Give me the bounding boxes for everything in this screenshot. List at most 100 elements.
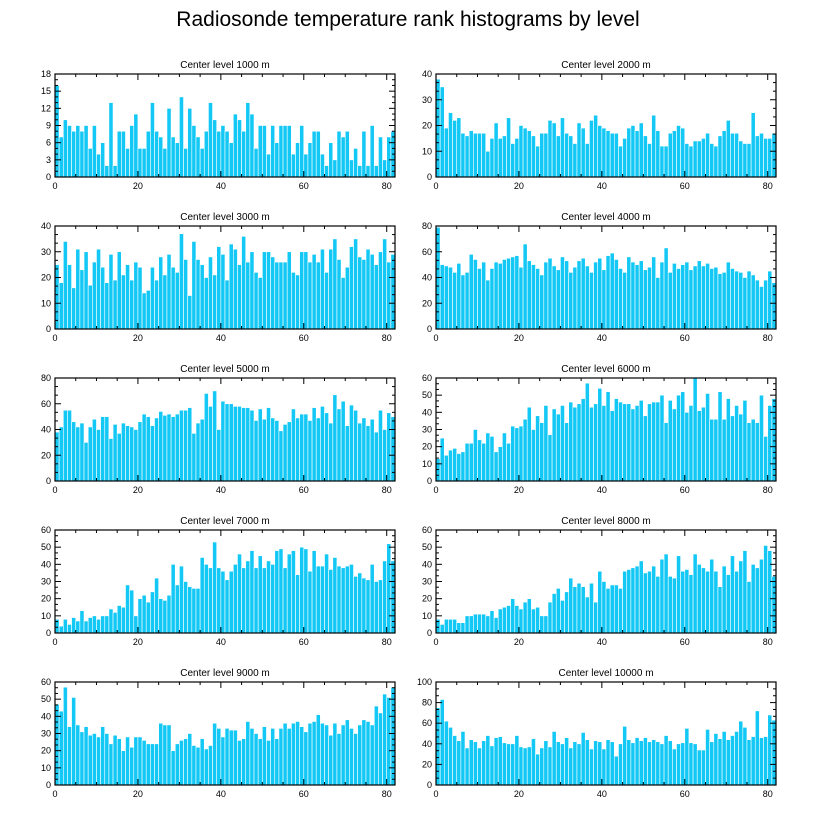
x-tick-label: 80	[382, 333, 392, 343]
histogram-bar	[713, 418, 719, 482]
histogram-bar	[746, 581, 752, 634]
histogram-bar	[245, 407, 251, 482]
histogram-bar	[303, 153, 309, 178]
y-tick-label: 10	[422, 146, 432, 156]
histogram-bar	[539, 747, 545, 786]
histogram-bar	[328, 422, 334, 482]
histogram-bar	[535, 606, 540, 634]
histogram-bar	[54, 431, 60, 482]
histogram-bar	[187, 108, 193, 178]
histogram-bar	[547, 434, 553, 482]
histogram-bar	[92, 418, 97, 482]
histogram-bar	[150, 425, 155, 482]
histogram-bar	[526, 746, 532, 786]
histogram-bar	[526, 406, 532, 482]
histogram-bar	[187, 295, 193, 330]
histogram-bar	[344, 719, 350, 786]
histogram-bar	[448, 618, 453, 634]
histogram-bar	[560, 600, 565, 634]
histogram-bar	[576, 260, 582, 330]
histogram-bar	[651, 739, 657, 786]
y-tick-label: 12	[41, 103, 51, 113]
histogram-bar	[448, 727, 453, 786]
histogram-bar	[133, 615, 139, 634]
histogram-bar	[746, 143, 752, 178]
histogram-bar	[133, 261, 139, 330]
panel-title: Center level 1000 m	[180, 60, 270, 71]
histogram-bar	[713, 145, 719, 178]
x-tick-label: 40	[597, 333, 607, 343]
histogram-bar	[754, 279, 760, 330]
histogram-bar	[576, 743, 582, 786]
histogram-bar	[129, 279, 135, 330]
histogram-bar	[464, 747, 470, 786]
histogram-bar	[439, 437, 445, 482]
histogram-bar	[336, 565, 342, 634]
histogram-bar	[750, 736, 756, 786]
histogram-bar	[725, 261, 731, 330]
histogram-bar	[170, 266, 176, 330]
histogram-bar	[460, 451, 466, 482]
histogram-bar	[262, 125, 267, 178]
histogram-bar	[154, 130, 159, 178]
histogram-bar	[332, 238, 338, 330]
histogram-bar	[203, 130, 209, 178]
histogram-bar	[203, 564, 209, 634]
histogram-bar	[659, 743, 665, 786]
histogram-bar	[452, 735, 458, 786]
histogram-bar	[493, 451, 499, 482]
histogram-bar	[158, 411, 164, 482]
x-tick-label: 20	[133, 181, 143, 191]
histogram-bar	[183, 581, 188, 634]
histogram-bar	[696, 749, 702, 786]
y-tick-label: 20	[422, 759, 432, 769]
histogram-bar	[295, 274, 300, 330]
histogram-bar	[83, 125, 89, 178]
histogram-bar	[278, 548, 284, 634]
histogram-bar	[295, 142, 300, 178]
histogram-bar	[253, 148, 259, 178]
histogram-bar	[79, 422, 85, 482]
x-tick-label: 20	[514, 485, 524, 495]
histogram-bar	[763, 138, 769, 178]
x-tick-label: 60	[680, 485, 690, 495]
histogram-bar	[108, 102, 114, 178]
histogram-bar	[203, 277, 209, 330]
histogram-bar	[344, 425, 350, 482]
histogram-bar	[208, 745, 213, 786]
y-tick-label: 40	[422, 273, 432, 283]
histogram-bar	[112, 424, 118, 482]
histogram-bar	[353, 733, 358, 786]
histogram-bar	[121, 750, 126, 786]
histogram-bar	[605, 588, 611, 634]
histogram-bar	[439, 86, 445, 178]
histogram-bar	[179, 96, 184, 178]
histogram-bar	[767, 550, 773, 634]
histogram-bar	[750, 418, 756, 482]
histogram-bar	[286, 125, 292, 178]
histogram-bar	[725, 574, 731, 634]
histogram-bar	[266, 560, 271, 634]
chart-panel-10: Center level 10000 m 0 20 40 60 80 0 20 40 60 80 10…	[417, 668, 777, 799]
histogram-bar	[655, 277, 661, 330]
x-tick-label: 80	[763, 333, 773, 343]
y-tick-label: 0	[46, 628, 51, 638]
histogram-bar	[750, 274, 756, 330]
y-tick-label: 50	[422, 542, 432, 552]
histogram-bar	[464, 272, 470, 330]
histogram-bar	[560, 405, 565, 482]
histogram-bar	[618, 743, 623, 786]
histogram-bar	[249, 251, 255, 330]
histogram-bar	[212, 390, 218, 482]
histogram-bar	[481, 261, 487, 330]
histogram-bar	[174, 584, 180, 634]
histogram-bar	[518, 266, 524, 330]
histogram-bar	[58, 426, 64, 482]
histogram-bar	[245, 261, 251, 330]
histogram-bar	[676, 394, 681, 482]
histogram-bar	[659, 261, 665, 330]
histogram-bar	[551, 265, 557, 330]
histogram-bar	[92, 615, 97, 634]
histogram-bar	[241, 130, 247, 178]
histogram-bar	[742, 400, 748, 482]
